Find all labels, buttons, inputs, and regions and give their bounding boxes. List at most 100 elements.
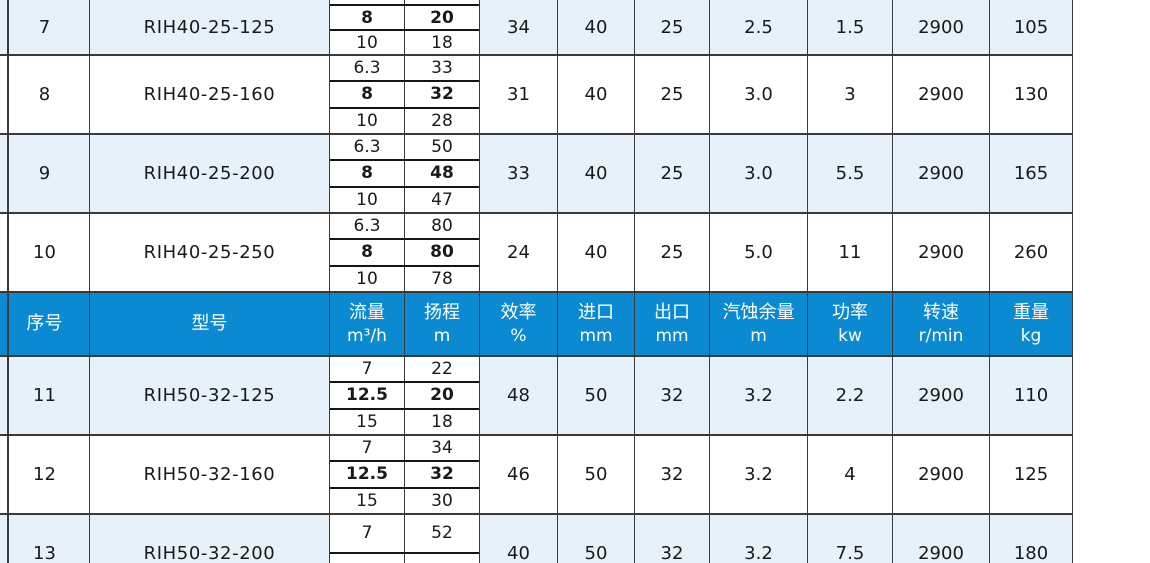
flow-head-block: 6.3 33 8 32 10 28 — [330, 56, 480, 133]
cell-weight: 105 — [990, 0, 1073, 54]
duty-point-row: 6.3 50 — [330, 135, 479, 160]
cell-speed: 2900 — [893, 135, 990, 212]
cell-npsh: 3.0 — [710, 56, 808, 133]
cell-weight: 180 — [990, 515, 1073, 563]
duty-point-row: 8 20 — [330, 4, 479, 31]
cell-power: 7.5 — [808, 515, 893, 563]
cell-weight: 165 — [990, 135, 1073, 212]
duty-point-row: 15 18 — [330, 409, 479, 434]
cell-flow: 8 — [330, 240, 405, 265]
table-header-row: 序号 型号 流量 m³/h 扬程 m 效率% 进口 mm 出口 mm 汽蚀余量 m 功率 kw 转速 r/min… — [0, 293, 1073, 357]
duty-point-row: 7 34 — [330, 436, 479, 461]
cell-head: 30 — [431, 490, 453, 511]
header-unit: kg — [1020, 325, 1042, 346]
cell-head: 18 — [431, 411, 453, 432]
cell-inlet: 40 — [558, 214, 635, 291]
header-cell: 汽蚀余量 m — [710, 293, 808, 355]
cell-serial: 10 — [0, 214, 90, 291]
cell-flow: 8 — [330, 161, 405, 186]
cell-head: 50 — [405, 554, 479, 563]
table-row: 10 RIH40-25-250 6.3 80 8 80 10 78 24 40 25 5.0 11 290… — [0, 214, 1073, 293]
cell-head: 33 — [431, 58, 453, 79]
cell-flow: 12.5 — [330, 383, 405, 408]
header-title: 序号 — [26, 313, 63, 335]
duty-point-row: 8 48 — [330, 159, 479, 188]
cell-outlet: 32 — [635, 357, 710, 434]
duty-point-row: 8 80 — [330, 238, 479, 267]
cell-head: 22 — [431, 359, 453, 380]
cell-outlet: 25 — [635, 214, 710, 291]
header-unit: mm — [655, 325, 689, 346]
header-cell: 进口 mm — [558, 293, 635, 355]
cell-inlet: 50 — [558, 436, 635, 513]
cell-flow: 15 — [330, 409, 405, 434]
cell-head: 28 — [431, 110, 453, 131]
table-row: 11 RIH50-32-125 7 22 12.5 20 15 18 48 50 32 3.2 2.2 2… — [0, 357, 1073, 436]
duty-point-row: 10 47 — [330, 187, 479, 212]
cell-power: 4 — [808, 436, 893, 513]
header-cell: 转速 r/min — [893, 293, 990, 355]
cell-npsh: 5.0 — [710, 214, 808, 291]
duty-point-row: 10 28 — [330, 108, 479, 133]
duty-point-row: 10 18 — [330, 31, 479, 54]
cell-power: 5.5 — [808, 135, 893, 212]
cell-head: 47 — [431, 189, 453, 210]
table-row: 7 RIH40-25-125 8 20 10 18 34 40 25 2.5 1.5 2900 105 — [0, 0, 1073, 56]
flow-head-block: 6.3 50 8 48 10 47 — [330, 135, 480, 212]
flow-head-block: 7 22 12.5 20 15 18 — [330, 357, 480, 434]
cell-inlet: 40 — [558, 0, 635, 54]
cell-flow: 8 — [330, 82, 405, 107]
cell-head: 78 — [431, 268, 453, 289]
cell-npsh: 3.2 — [710, 515, 808, 563]
cell-model: RIH50-32-200 — [90, 515, 330, 563]
cell-serial: 13 — [0, 515, 90, 563]
header-cell: 重量 kg — [990, 293, 1073, 355]
cell-head: 52 — [431, 523, 453, 544]
duty-point-row: 10 78 — [330, 266, 479, 291]
table-row: 13RIH50-32-20075212.5504050323.27.529001… — [0, 515, 1073, 563]
cell-npsh: 3.0 — [710, 135, 808, 212]
header-cell: 功率 kw — [808, 293, 893, 355]
cell-flow: 6.3 — [330, 135, 405, 160]
cell-outlet: 25 — [635, 56, 710, 133]
cell-speed: 2900 — [893, 436, 990, 513]
cell-flow: 8 — [330, 6, 405, 29]
cell-flow: 7 — [330, 436, 405, 461]
duty-point-row: 6.3 33 — [330, 56, 479, 81]
cell-inlet: 50 — [558, 357, 635, 434]
cell-efficiency: 31 — [480, 56, 558, 133]
duty-point-row: 8 32 — [330, 80, 479, 109]
cell-head: 34 — [431, 438, 453, 459]
cell-speed: 2900 — [893, 214, 990, 291]
flow-head-block: 6.3 80 8 80 10 78 — [330, 214, 480, 291]
cell-flow: 12.5 — [330, 462, 405, 487]
header-title: 进口 — [578, 302, 614, 324]
header-title: 扬程 — [424, 302, 460, 324]
duty-point-row: 6.3 80 — [330, 214, 479, 239]
header-unit: m — [433, 325, 451, 346]
cell-head: 80 — [431, 216, 453, 237]
duty-point-row: 15 30 — [330, 488, 479, 513]
table-left-border — [7, 0, 9, 563]
cell-efficiency: 33 — [480, 135, 558, 212]
duty-point-row: 12.550 — [330, 551, 479, 563]
header-cell: 型号 — [90, 293, 330, 355]
cell-outlet: 32 — [635, 436, 710, 513]
cell-inlet: 40 — [558, 135, 635, 212]
cell-flow: 6.3 — [330, 56, 405, 81]
duty-point-row: 12.5 32 — [330, 460, 479, 489]
cell-inlet: 50 — [558, 515, 635, 563]
cell-npsh: 2.5 — [710, 0, 808, 54]
cell-flow: 10 — [330, 187, 405, 212]
cell-serial: 7 — [0, 0, 90, 54]
cell-flow: 10 — [330, 266, 405, 291]
cell-head: 32 — [430, 464, 454, 485]
cell-speed: 2900 — [893, 56, 990, 133]
clipped-subrow — [330, 0, 479, 4]
table-row: 12 RIH50-32-160 7 34 12.5 32 15 30 46 50 32 3.2 4 290… — [0, 436, 1073, 515]
cell-serial: 12 — [0, 436, 90, 513]
header-title: 汽蚀余量 — [722, 302, 795, 324]
header-cell: 序号 — [0, 293, 90, 355]
cell-serial: 8 — [0, 56, 90, 133]
